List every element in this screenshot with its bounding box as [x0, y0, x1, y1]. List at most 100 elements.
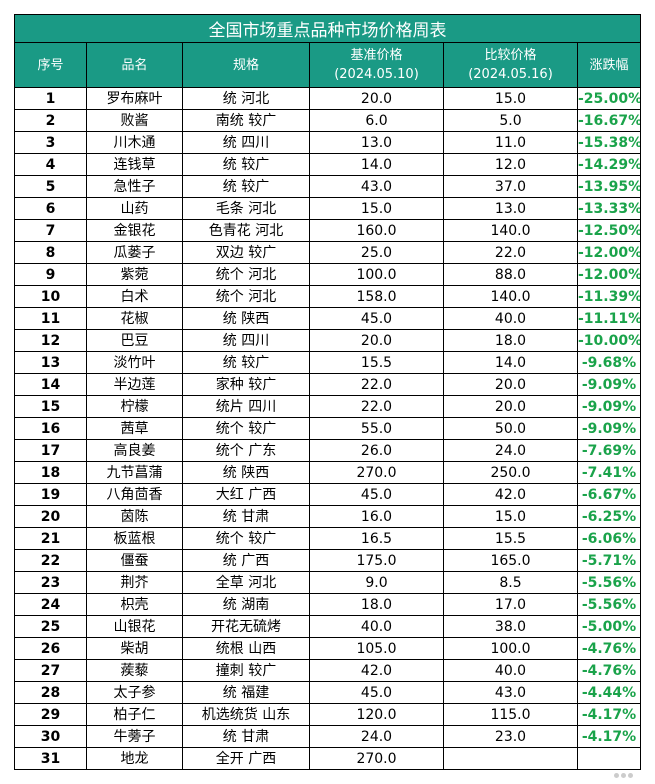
cell-compare-price: 15.0 [443, 87, 578, 110]
header-index: 序号 [14, 42, 87, 88]
cell-spec: 统 陕西 [182, 307, 310, 330]
table-row: 2 败酱 南统 较广 6.0 5.0 -16.67% [14, 109, 642, 132]
cell-name: 地龙 [86, 747, 183, 770]
cell-compare-price: 115.0 [443, 703, 578, 726]
table-row: 23 荆芥 全草 河北 9.0 8.5 -5.56% [14, 571, 642, 594]
cell-name: 牛蒡子 [86, 725, 183, 748]
cell-change: -12.00% [576, 241, 642, 264]
table-row: 24 枳壳统 湖南 18.0 17.0 -5.56% [14, 593, 642, 616]
cell-compare-price: 12.0 [443, 153, 578, 176]
cell-name: 连钱草 [86, 153, 183, 176]
cell-change: -13.33% [576, 197, 642, 220]
cell-spec: 色青花 河北 [182, 219, 310, 242]
cell-index: 4 [14, 153, 87, 176]
cell-spec: 统根 山西 [182, 637, 310, 660]
cell-change: -25.00% [576, 87, 642, 110]
watermark [614, 773, 633, 778]
cell-index: 7 [14, 219, 87, 242]
cell-compare-price: 18.0 [443, 329, 578, 352]
header-base-price-label: 基准价格 [350, 48, 403, 63]
cell-index: 21 [14, 527, 87, 550]
cell-base-price: 42.0 [309, 659, 444, 682]
cell-index: 25 [14, 615, 87, 638]
cell-index: 23 [14, 571, 87, 594]
cell-compare-price: 38.0 [443, 615, 578, 638]
cell-index: 6 [14, 197, 87, 220]
cell-index: 26 [14, 637, 87, 660]
cell-compare-price: 50.0 [443, 417, 578, 440]
cell-change: -9.09% [576, 373, 642, 396]
cell-compare-price: 100.0 [443, 637, 578, 660]
cell-base-price: 45.0 [309, 307, 444, 330]
cell-compare-price: 42.0 [443, 483, 578, 506]
cell-compare-price: 37.0 [443, 175, 578, 198]
cell-base-price: 45.0 [309, 681, 444, 704]
table-row: 14 半边莲 家种 较广 22.0 20.0 -9.09% [14, 373, 642, 396]
table-row: 30 牛蒡子统 甘肃 24.0 23.0 -4.17% [14, 725, 642, 748]
cell-change: -11.11% [576, 307, 642, 330]
cell-base-price: 20.0 [309, 329, 444, 352]
cell-compare-price: 23.0 [443, 725, 578, 748]
cell-base-price: 158.0 [309, 285, 444, 308]
cell-change: -11.39% [576, 285, 642, 308]
cell-compare-price: 140.0 [443, 219, 578, 242]
cell-index: 13 [14, 351, 87, 374]
cell-index: 19 [14, 483, 87, 506]
header-compare-price-date: (2024.05.16) [468, 67, 553, 82]
table-row: 27 蒺藜 撞刺 较广 42.0 40.0 -4.76% [14, 659, 642, 682]
cell-spec: 全草 河北 [182, 571, 310, 594]
cell-base-price: 9.0 [309, 571, 444, 594]
cell-base-price: 40.0 [309, 615, 444, 638]
cell-spec: 统 甘肃 [182, 505, 310, 528]
cell-name: 急性子 [86, 175, 183, 198]
cell-index: 29 [14, 703, 87, 726]
cell-change: -4.44% [576, 681, 642, 704]
table-row: 28 太子参统 福建 45.0 43.0 -4.44% [14, 681, 642, 704]
table-row: 17 高良姜 统个 广东 26.0 24.0 -7.69% [14, 439, 642, 462]
table-row: 5 急性子统 较广 43.0 37.0 -13.95% [14, 175, 642, 198]
cell-base-price: 43.0 [309, 175, 444, 198]
cell-change: -9.68% [576, 351, 642, 374]
table-body: 1 罗布麻叶统 河北 20.0 15.0 -25.00% 2 败酱 南统 较广 6.0 5.0 -1… [14, 87, 642, 770]
cell-name: 柠檬 [86, 395, 183, 418]
cell-change: -4.76% [576, 637, 642, 660]
cell-name: 八角茴香 [86, 483, 183, 506]
cell-name: 川木通 [86, 131, 183, 154]
cell-name: 罗布麻叶 [86, 87, 183, 110]
cell-compare-price: 14.0 [443, 351, 578, 374]
cell-spec: 统 陕西 [182, 461, 310, 484]
cell-name: 茵陈 [86, 505, 183, 528]
table-row: 4 连钱草统 较广 14.0 12.0 -14.29% [14, 153, 642, 176]
cell-change: -13.95% [576, 175, 642, 198]
header-base-price: 基准价格 (2024.05.10) [309, 42, 444, 88]
table-row: 11 花椒统 陕西 45.0 40.0 -11.11% [14, 307, 642, 330]
cell-base-price: 20.0 [309, 87, 444, 110]
cell-name: 巴豆 [86, 329, 183, 352]
table-row: 16 茜草 统个 较广 55.0 50.0 -9.09% [14, 417, 642, 440]
cell-spec: 统个 河北 [182, 285, 310, 308]
cell-name: 板蓝根 [86, 527, 183, 550]
cell-compare-price: 24.0 [443, 439, 578, 462]
cell-index: 2 [14, 109, 87, 132]
cell-change: -9.09% [576, 395, 642, 418]
cell-spec: 统个 较广 [182, 527, 310, 550]
cell-name: 茜草 [86, 417, 183, 440]
cell-spec: 统个 较广 [182, 417, 310, 440]
table-row: 9 紫菀 统个 河北 100.0 88.0 -12.00% [14, 263, 642, 286]
table-row: 10 白术 统个 河北 158.0 140.0 -11.39% [14, 285, 642, 308]
cell-change: -16.67% [576, 109, 642, 132]
cell-index: 14 [14, 373, 87, 396]
table-header-row: 序号 品名 规格 基准价格 (2024.05.10) 比较价格 (2024.05… [14, 42, 642, 88]
cell-spec: 双边 较广 [182, 241, 310, 264]
cell-base-price: 100.0 [309, 263, 444, 286]
cell-name: 柴胡 [86, 637, 183, 660]
table-row: 8 瓜蒌子 双边 较广 25.0 22.0 -12.00% [14, 241, 642, 264]
cell-change: -4.17% [576, 703, 642, 726]
cell-index: 24 [14, 593, 87, 616]
cell-name: 枳壳 [86, 593, 183, 616]
header-change: 涨跌幅 [576, 42, 642, 88]
cell-change: -6.25% [576, 505, 642, 528]
cell-base-price: 26.0 [309, 439, 444, 462]
cell-spec: 开花无硫烤 [182, 615, 310, 638]
cell-change: -4.17% [576, 725, 642, 748]
